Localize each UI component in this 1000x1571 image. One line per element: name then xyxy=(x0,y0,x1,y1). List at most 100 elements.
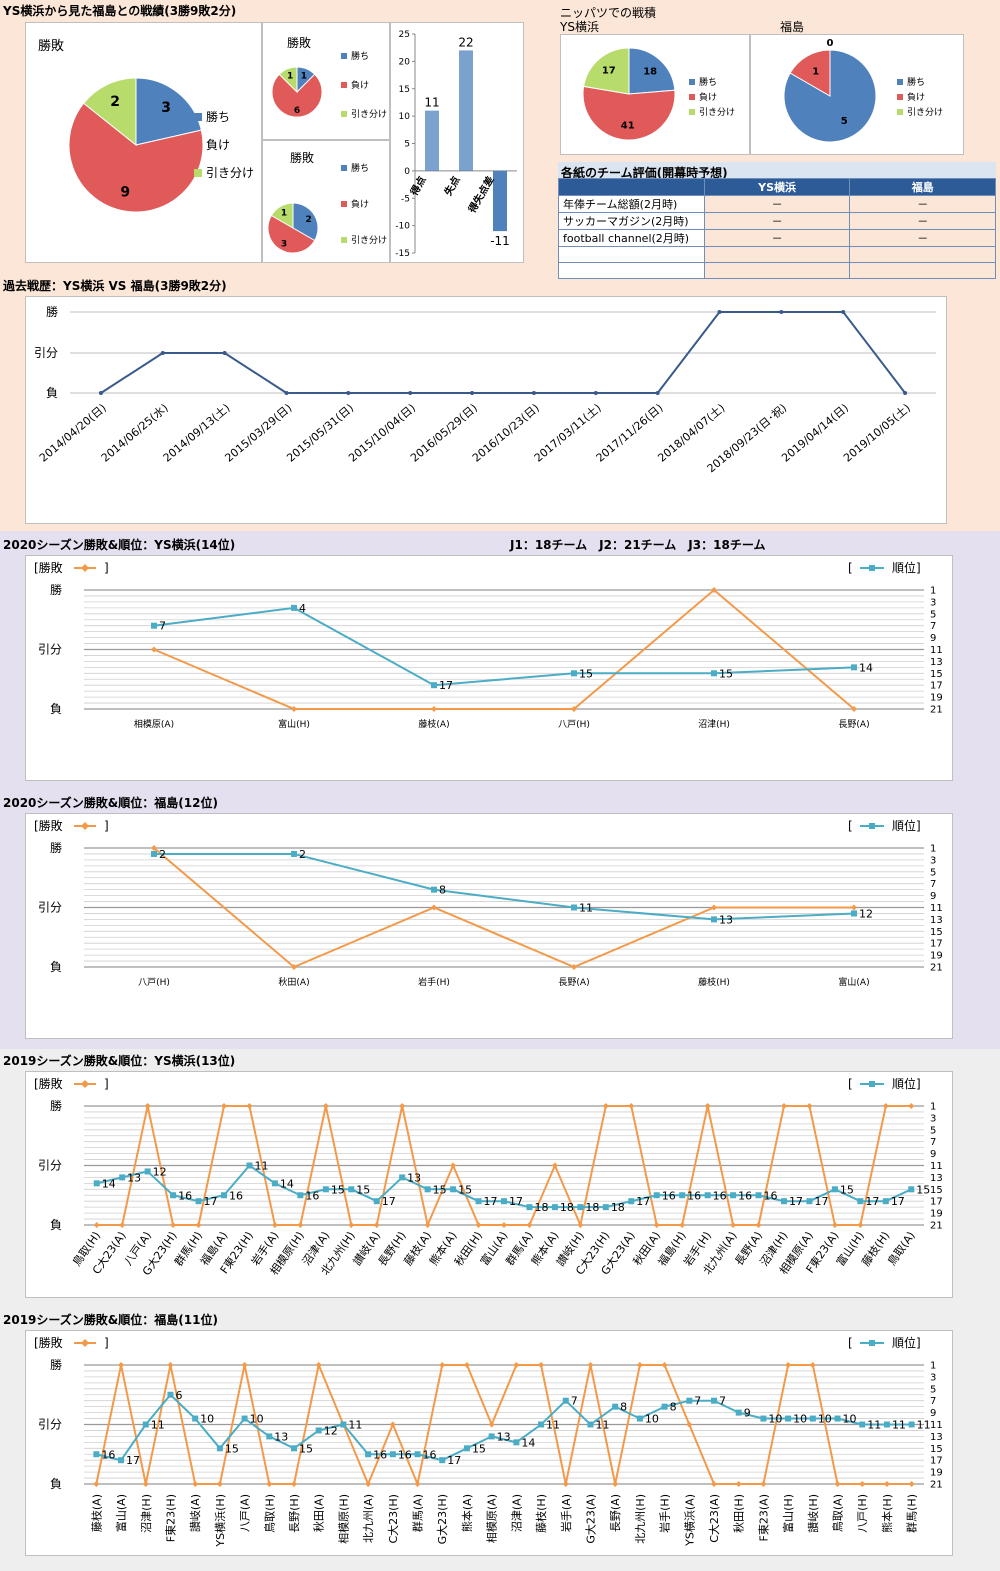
result-point xyxy=(271,1222,278,1228)
x-tick-label: 八戸(H) xyxy=(138,977,170,988)
evaluation-table: YS横浜 福島 年俸チーム総額(2月時) －－ サッカーマガジン(2月時) －－ f… xyxy=(558,178,996,279)
rank-point xyxy=(195,1198,202,1205)
x-tick-label: C大23(A) xyxy=(707,1494,721,1543)
rank-data-label: 17 xyxy=(814,1195,828,1208)
rank-data-label: 14 xyxy=(859,661,873,674)
rank-point xyxy=(760,1415,767,1422)
rank-point xyxy=(859,1421,866,1428)
legend-label: 勝ち xyxy=(907,76,925,88)
rank-data-label: 11 xyxy=(151,1419,165,1432)
legend-rank-label: 順位] xyxy=(892,1076,921,1091)
x-tick-label: 熊本(A) xyxy=(460,1494,474,1532)
rank-data-label: 7 xyxy=(694,1395,701,1408)
result-point xyxy=(602,1103,609,1109)
rank-point xyxy=(93,1451,100,1458)
rank-tick-label: 1 xyxy=(930,1361,936,1372)
result-point xyxy=(463,1362,470,1368)
rank-data-label: 11 xyxy=(595,1419,609,1432)
evaluation-row xyxy=(558,262,996,279)
pie-data-label: 41 xyxy=(621,121,635,132)
pie-slice xyxy=(135,77,202,146)
history-point xyxy=(841,310,846,314)
rank-data-label: 14 xyxy=(280,1177,294,1190)
y-tick-label: 負 xyxy=(50,702,62,716)
x-tick-label: 富山(H) xyxy=(781,1494,795,1533)
result-point xyxy=(291,706,297,712)
pie-data-label: 6 xyxy=(294,106,300,116)
result-point xyxy=(389,1421,396,1428)
rank-data-label: 16 xyxy=(662,1189,676,1202)
rank-point xyxy=(612,1403,619,1410)
pie-data-label: 3 xyxy=(281,240,287,250)
evaluation-header-row: YS横浜 福島 xyxy=(558,178,996,196)
rank-point xyxy=(291,1445,297,1452)
evaluation-cell: － xyxy=(849,229,996,247)
result-point xyxy=(755,1222,762,1228)
rank-data-label: 17 xyxy=(865,1195,879,1208)
legend-swatch xyxy=(341,111,347,117)
result-point xyxy=(760,1481,767,1487)
y-tick-label: 負 xyxy=(50,1477,62,1491)
history-point xyxy=(346,391,351,395)
pie-small-1-panel: 勝敗 1 6 1 勝ち 負け 引き分け xyxy=(262,22,390,140)
rank-tick-label: 13 xyxy=(930,915,943,926)
rank-point xyxy=(192,1415,199,1422)
rank-data-label: 15 xyxy=(299,1442,313,1455)
rank-point xyxy=(142,1421,149,1428)
x-tick-label: 相模原(A) xyxy=(134,718,174,730)
rank-data-label: 13 xyxy=(497,1430,511,1443)
evaluation-cell: football channel(2月時) xyxy=(558,229,705,247)
result-point xyxy=(151,646,157,653)
legend-swatch xyxy=(689,79,695,85)
legend-swatch xyxy=(341,201,347,207)
rank-data-label: 11 xyxy=(348,1419,362,1432)
rank-point xyxy=(246,1162,253,1169)
pie-small-2-title: 勝敗 xyxy=(290,151,315,165)
x-tick-label: 讃岐(H) xyxy=(807,1494,820,1533)
rank-point xyxy=(562,1397,569,1404)
legend-rank-open: [ xyxy=(848,561,853,575)
y-tick-label: 25 xyxy=(399,30,410,40)
rank-data-label: 11 xyxy=(254,1160,268,1173)
rank-point xyxy=(373,1198,380,1205)
pie-data-label: 1 xyxy=(281,208,287,218)
nippatsu-fk-panel: 5 1 0 勝ち 負け 引き分け xyxy=(750,34,964,155)
rank-point xyxy=(475,1198,482,1205)
rank-tick-label: 21 xyxy=(930,1480,943,1491)
pie-slice xyxy=(82,77,137,147)
rank-tick-label: 11 xyxy=(930,1161,943,1172)
rank-data-label: 17 xyxy=(509,1195,523,1208)
legend-rank-marker xyxy=(869,823,875,829)
result-point xyxy=(577,1222,584,1228)
rank-tick-label: 9 xyxy=(930,891,936,902)
pie-main-panel: 勝敗 3 9 2 勝ち 負け 引き分け xyxy=(25,22,262,263)
rank-point xyxy=(636,1415,643,1422)
rank-data-label: 16 xyxy=(101,1448,115,1461)
evaluation-title-bar: 各紙のチーム評価(開幕時予想) xyxy=(558,162,996,180)
result-point xyxy=(785,1362,792,1368)
rank-tick-label: 19 xyxy=(930,951,943,962)
ys2019-panel: [勝敗][順位] 1 3 5 7 9 11 13 15 17 19 21 勝引分負 14 13 12 16 17 1… xyxy=(25,1071,953,1298)
legend-label: 引き分け xyxy=(699,107,735,118)
rank-point xyxy=(551,1204,558,1211)
legend-result-marker xyxy=(81,822,89,830)
pie-slice xyxy=(278,66,298,94)
x-tick-label: 相模原(A) xyxy=(486,1494,499,1543)
rank-point xyxy=(882,1198,889,1205)
pie-data-label: 5 xyxy=(841,116,848,127)
pie-slice xyxy=(270,202,294,229)
rank-point xyxy=(781,1198,787,1205)
history-panel: 勝引分負 2014/04/20(日) 2014/06/25(水) 2014/09/13… xyxy=(25,296,947,524)
rank-point xyxy=(424,1186,431,1193)
result-point xyxy=(704,1103,711,1109)
pie-data-label: 3 xyxy=(161,100,171,116)
rank-point xyxy=(653,1192,660,1199)
result-point xyxy=(266,1481,273,1487)
history-point xyxy=(593,391,598,395)
y-tick-label: 勝 xyxy=(50,1357,62,1372)
